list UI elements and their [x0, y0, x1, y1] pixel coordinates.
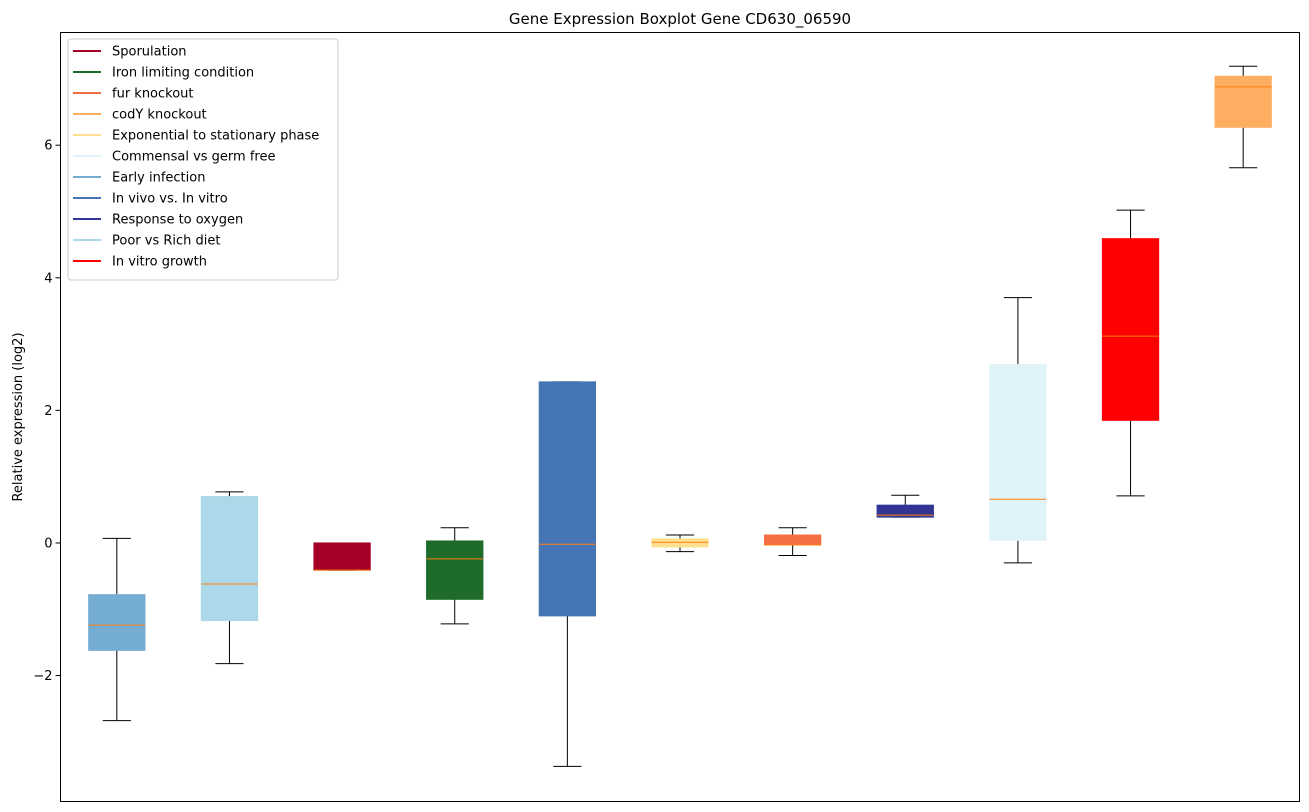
legend-label: In vitro growth: [112, 255, 207, 270]
legend-item: codY knockout: [73, 108, 207, 123]
box-group: [651, 534, 709, 553]
legend-item: Commensal vs germ free: [73, 150, 275, 165]
legend-item: Sporulation: [73, 45, 187, 60]
box-body: [313, 542, 371, 571]
legend-frame: [67, 38, 339, 281]
legend-label: In vivo vs. In vitro: [112, 192, 228, 207]
plot-area: [88, 65, 1272, 767]
legend-item: Poor vs Rich diet: [73, 234, 220, 249]
legend-item: Iron limiting condition: [73, 66, 254, 81]
box-group: [876, 494, 934, 518]
box-body: [200, 496, 259, 622]
box-group: [1214, 65, 1272, 169]
y-tick-label: 2: [44, 404, 52, 419]
legend-label: Exponential to stationary phase: [112, 129, 319, 144]
box-body: [763, 534, 822, 546]
legend-item: fur knockout: [73, 87, 194, 102]
box-body: [876, 504, 934, 518]
y-tick-label: 0: [44, 536, 52, 551]
legend-item: In vivo vs. In vitro: [73, 192, 228, 207]
legend-label: Iron limiting condition: [112, 66, 254, 81]
legend: Sporulation Iron limiting condition fur kn…: [67, 38, 339, 281]
box-group: [989, 297, 1047, 564]
y-tick-label: 6: [44, 139, 52, 154]
box-group: [538, 381, 597, 767]
legend-label: Commensal vs germ free: [112, 150, 275, 165]
legend-label: Sporulation: [112, 45, 187, 60]
chart-title: Gene Expression Boxplot Gene CD630_06590: [509, 10, 851, 29]
box-group: [313, 542, 371, 571]
box-body: [1101, 238, 1160, 421]
box-group: [763, 527, 822, 557]
legend-item: In vitro growth: [73, 255, 207, 270]
y-tick-label: 4: [44, 271, 52, 286]
legend-label: fur knockout: [112, 87, 194, 102]
y-tick-label: −2: [33, 669, 52, 684]
box-body: [1214, 75, 1272, 128]
plot-frame: [60, 32, 1300, 802]
legend-label: Early infection: [112, 171, 205, 186]
y-axis: −2 0 2 4 6: [33, 139, 61, 684]
legend-item: Exponential to stationary phase: [73, 129, 319, 144]
box-body: [426, 540, 484, 600]
legend-label: codY knockout: [112, 108, 207, 123]
y-axis-title: Relative expression (log2): [11, 332, 26, 501]
box-group: [200, 491, 259, 665]
legend-item: Early infection: [73, 171, 205, 186]
legend-label: Poor vs Rich diet: [112, 234, 220, 249]
box-group: [1101, 209, 1160, 497]
legend-label: Response to oxygen: [112, 213, 243, 228]
box-body: [651, 538, 709, 548]
box-body: [989, 364, 1047, 541]
legend-item: Response to oxygen: [73, 213, 243, 228]
box-body: [88, 594, 146, 651]
box-group: [426, 527, 484, 625]
box-body: [538, 381, 597, 617]
box-group: [88, 537, 146, 722]
